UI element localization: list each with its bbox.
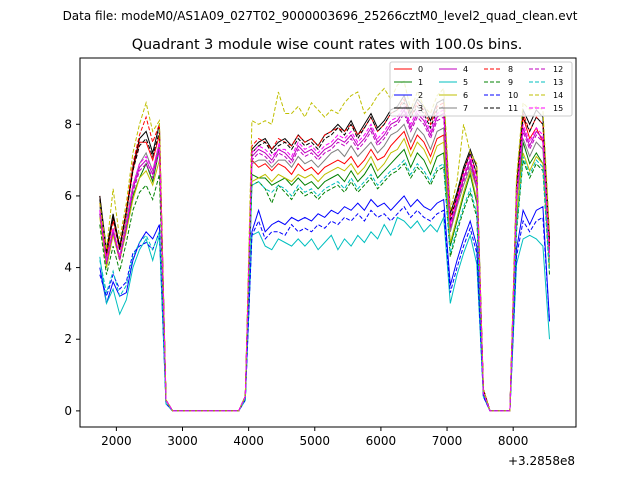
legend-label-0: 0	[418, 65, 423, 74]
legend-label-4: 4	[463, 65, 468, 74]
legend-label-3: 3	[418, 104, 423, 113]
x-tick-label: 6000	[366, 434, 397, 448]
x-tick-label: 2000	[101, 434, 132, 448]
legend-label-8: 8	[508, 65, 513, 74]
legend-label-14: 14	[553, 91, 563, 100]
x-axis: 2000 3000 4000 5000 6000 7000 8000	[101, 427, 528, 448]
legend-label-10: 10	[508, 91, 518, 100]
y-tick-label: 0	[64, 404, 72, 418]
plot-frame	[79, 57, 577, 428]
legend-label-6: 6	[463, 91, 468, 100]
series-line-9	[99, 159, 550, 412]
legend-label-9: 9	[508, 78, 513, 87]
legend-box	[389, 61, 573, 117]
y-axis: 0 2 4 6 8	[64, 117, 80, 418]
x-tick-label: 8000	[498, 434, 529, 448]
series-line-14	[99, 80, 550, 412]
series-line-15	[99, 105, 550, 412]
legend-label-2: 2	[418, 91, 423, 100]
y-tick-label: 8	[64, 117, 72, 131]
legend-label-15: 15	[553, 104, 563, 113]
legend-label-5: 5	[463, 78, 468, 87]
legend-label-7: 7	[463, 104, 468, 113]
y-tick-label: 6	[64, 189, 72, 203]
y-tick-label: 2	[64, 332, 72, 346]
chart-title: Quadrant 3 module wise count rates with …	[132, 37, 523, 53]
legend-label-12: 12	[553, 65, 563, 74]
legend-label-13: 13	[553, 78, 563, 87]
plot-lines	[99, 80, 550, 412]
legend-label-11: 11	[508, 104, 518, 113]
x-tick-label: 7000	[432, 434, 463, 448]
y-tick-label: 4	[64, 261, 72, 275]
x-offset-label: +3.2858e8	[508, 454, 575, 468]
x-tick-label: 3000	[167, 434, 198, 448]
x-tick-label: 5000	[299, 434, 330, 448]
legend-label-1: 1	[418, 78, 423, 87]
figure-suptitle: Data file: modeM0/AS1A09_027T02_90000036…	[63, 9, 578, 23]
x-tick-label: 4000	[233, 434, 264, 448]
